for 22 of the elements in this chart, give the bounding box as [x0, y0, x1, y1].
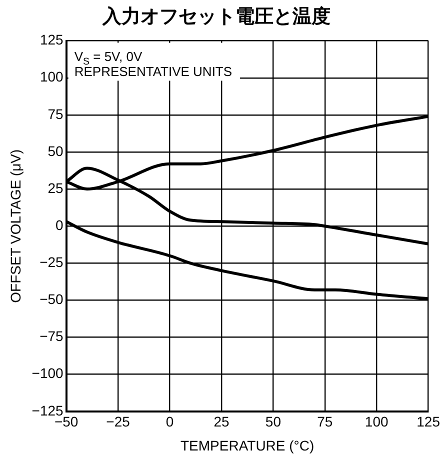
x-tick-label: 0: [166, 414, 174, 430]
y-axis-title: OFFSET VOLTAGE (μV): [7, 149, 24, 303]
y-tick-label: −75: [40, 328, 64, 344]
y-tick-label: 75: [48, 106, 64, 122]
y-tick-label: 0: [56, 216, 64, 233]
x-tick-label: 100: [364, 414, 388, 430]
x-tick-label: 25: [214, 414, 230, 430]
chart-title: 入力オフセット電圧と温度: [102, 6, 330, 28]
x-axis-title: TEMPERATURE (°C): [180, 437, 314, 454]
y-tick-label: −25: [40, 254, 64, 270]
y-tick-label: −50: [40, 291, 64, 308]
annotation: REPRESENTATIVE UNITS: [74, 64, 232, 79]
y-tick-label: 25: [48, 180, 64, 196]
y-tick-label: −125: [32, 402, 64, 418]
x-tick-label: 75: [317, 414, 333, 430]
y-tick-label: 100: [40, 68, 64, 85]
x-tick-label: −25: [106, 414, 130, 430]
y-tick-label: −100: [32, 365, 64, 382]
y-tick-label: 125: [40, 32, 64, 48]
x-tick-label: 50: [265, 414, 282, 430]
x-tick-label: 125: [416, 414, 440, 430]
y-tick-label: 50: [48, 142, 64, 159]
